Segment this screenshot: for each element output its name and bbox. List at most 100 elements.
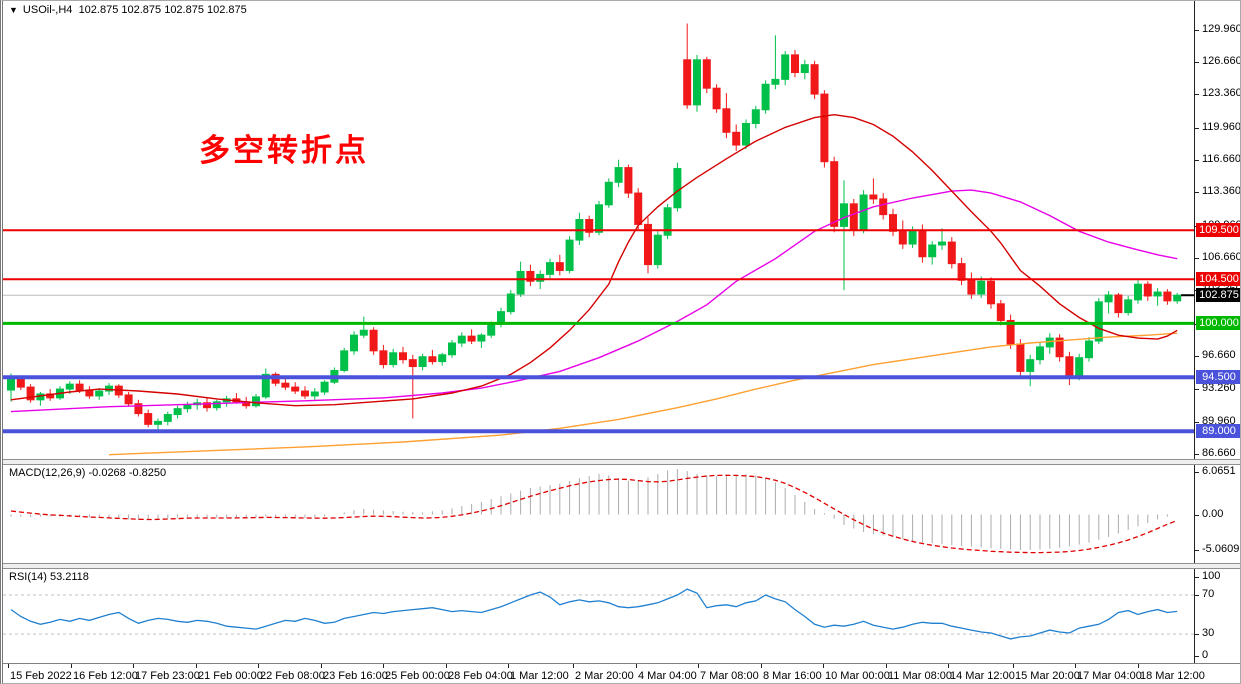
candle-body (693, 59, 701, 106)
candle-body (947, 241, 956, 265)
candle-body (506, 293, 515, 313)
candle-body (369, 329, 378, 352)
candle-body (408, 359, 417, 368)
chart-title-bar: ▼ USOil-,H4 102.875 102.875 102.875 102.8… (9, 4, 247, 16)
time-label: 23 Feb 16:00 (323, 670, 388, 682)
macd-tick--5.0609-tick (1195, 550, 1199, 551)
rsi-line (10, 588, 1178, 640)
candle-body (1016, 343, 1025, 372)
time-label: 2 Mar 20:00 (575, 670, 634, 682)
time-tick (1138, 664, 1139, 668)
candle-body (673, 168, 682, 209)
candle-body (291, 386, 300, 392)
candle-body (712, 87, 721, 110)
macd-indicator-pane[interactable] (3, 464, 1194, 563)
price-tick-123.360-label: 123.360 (1202, 87, 1241, 99)
price-axis[interactable]: 129.960 126.660 123.360 119.960 116.660 113.3… (1194, 1, 1241, 663)
ma-fast-red (10, 113, 1178, 407)
rsi-indicator-pane[interactable] (3, 568, 1194, 661)
rsi-indicator-label: RSI(14) 53.2118 (9, 571, 89, 583)
candle-body (918, 229, 927, 258)
price-tick-119.960-tick (1195, 128, 1199, 129)
time-tick (886, 664, 887, 668)
rsi-tick-70-tick (1195, 595, 1199, 596)
price-tick-93.260-tick (1195, 389, 1199, 390)
chart-menu-triangle-icon[interactable]: ▼ (9, 5, 18, 15)
price-tick-86.660-label: 86.660 (1202, 447, 1236, 459)
candle-body (1114, 294, 1123, 314)
candle-body (771, 78, 780, 85)
time-tick (698, 664, 699, 668)
candle-body (252, 396, 260, 407)
candle-body (477, 334, 486, 342)
candle-body (124, 394, 133, 405)
candle-body (1163, 291, 1172, 302)
candle-body (350, 334, 358, 352)
rsi-tick-30-tick (1195, 634, 1199, 635)
rsi-name: RSI(14) (9, 571, 47, 583)
rsi-tick-30-label: 30 (1202, 627, 1215, 639)
candle-body (957, 263, 966, 281)
candle-body (1036, 346, 1044, 361)
candle-body (389, 352, 398, 366)
rsi-tick-100-tick (1195, 577, 1199, 578)
candle-body (683, 59, 692, 106)
price-tick-116.660-tick (1195, 160, 1199, 161)
macd-indicator-label: MACD(12,26,9) -0.0268 -0.8250 (9, 467, 166, 479)
level-price-badge-104.500: 104.500 (1196, 272, 1240, 286)
candle-body (614, 167, 623, 183)
candle-body (761, 83, 770, 111)
time-label: 14 Mar 12:00 (950, 670, 1015, 682)
candle-body (644, 223, 652, 266)
candle-body (938, 241, 946, 246)
rsi-value: 53.2118 (49, 571, 89, 583)
candle-body (16, 377, 25, 388)
candle-body (967, 279, 976, 295)
time-tick (8, 664, 9, 668)
main-price-chart[interactable] (3, 1, 1194, 459)
candle-body (467, 335, 476, 342)
candle-body (987, 280, 995, 305)
candle-body (751, 109, 760, 124)
candle-body (1134, 283, 1142, 301)
rsi-tick-70-label: 70 (1202, 588, 1215, 600)
price-tick-106.660-label: 106.660 (1202, 251, 1241, 263)
candle-body (977, 280, 986, 295)
candle-body (75, 383, 84, 391)
price-tick-126.660-tick (1195, 62, 1199, 63)
candle-body (65, 383, 74, 390)
candle-body (800, 64, 809, 74)
time-tick (823, 664, 824, 668)
candle-body (487, 323, 496, 336)
candle-body (830, 161, 839, 227)
time-axis[interactable]: 15 Feb 2022 16 Feb 12:00 17 Feb 23:00 21 Fe… (3, 663, 1240, 683)
price-tick-106.660-tick (1195, 258, 1199, 259)
candle-body (791, 54, 799, 74)
candle-body (908, 229, 917, 245)
time-label: 8 Mar 16:00 (763, 670, 822, 682)
price-tick-113.360-tick (1195, 192, 1199, 193)
time-label: 25 Feb 00:00 (385, 670, 450, 682)
time-tick (446, 664, 447, 668)
candle-body (732, 131, 741, 146)
candle-body (340, 350, 349, 371)
time-tick (761, 664, 762, 668)
candle-body (663, 207, 672, 236)
time-tick (321, 664, 322, 668)
candle-body (634, 192, 643, 225)
chart-text-annotation[interactable]: 多空转折点 (199, 133, 369, 168)
macd-name: MACD(12,26,9) (9, 467, 86, 479)
pane-separator-main-macd[interactable] (3, 459, 1240, 465)
ma-slow-orange (108, 332, 1178, 456)
time-tick (383, 664, 384, 668)
rsi-tick-0-label: 0 (1202, 649, 1209, 661)
time-label: 1 Mar 12:00 (510, 670, 569, 682)
price-tick-116.660-label: 116.660 (1202, 153, 1241, 165)
price-tick-89.960-tick (1195, 422, 1199, 423)
candle-body (1143, 283, 1152, 297)
pane-separator-macd-rsi[interactable] (3, 563, 1240, 569)
ohlc-quotes: 102.875 102.875 102.875 102.875 (78, 4, 247, 16)
candle-body (310, 391, 319, 397)
candle-body (555, 262, 564, 271)
candle-body (653, 234, 662, 266)
